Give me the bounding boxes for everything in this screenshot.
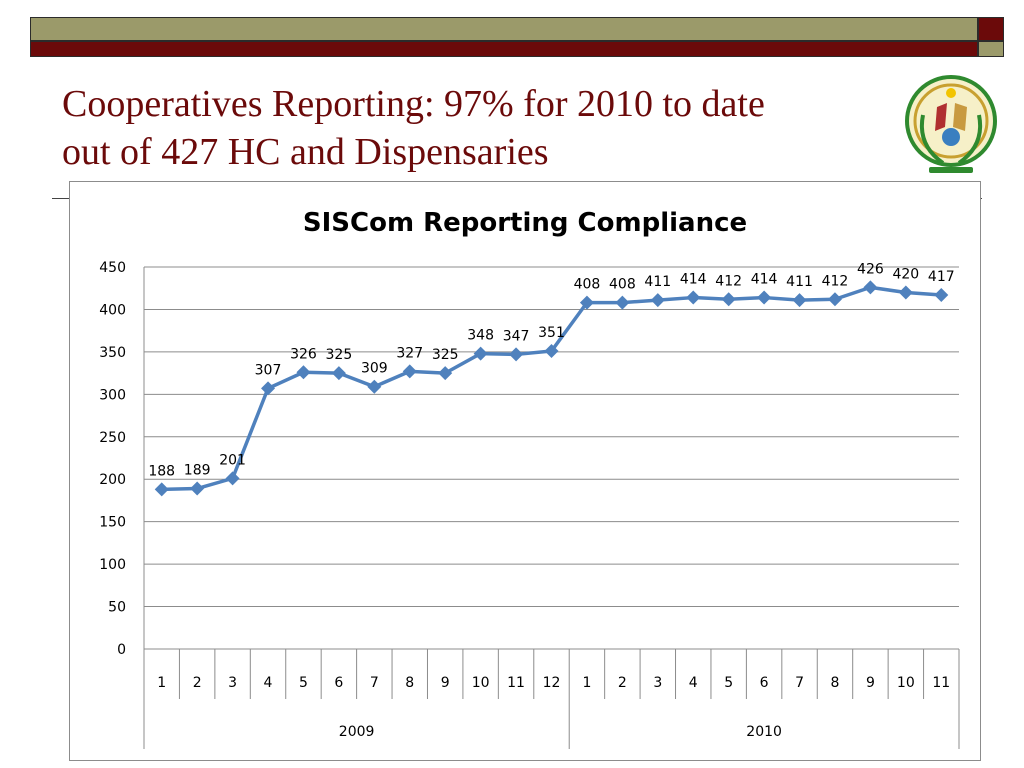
data-label: 347 [503,328,530,344]
header-band-maroon [30,41,978,57]
y-tick-label: 450 [99,260,126,276]
y-tick-label: 350 [99,345,126,361]
x-tick-label: 7 [795,675,804,691]
y-tick-label: 0 [117,642,126,658]
data-point [438,366,453,381]
y-tick-label: 200 [99,472,126,488]
x-tick-label: 5 [724,675,733,691]
data-label: 412 [822,273,849,289]
data-label: 189 [184,463,211,479]
data-label: 348 [467,328,494,344]
data-label: 307 [255,362,282,378]
x-tick-label: 9 [441,675,450,691]
series-line [161,285,942,492]
group-label: 2010 [746,724,782,740]
x-tick-label: 3 [653,675,662,691]
x-tick-label: 5 [299,675,308,691]
x-tick-label: 8 [405,675,414,691]
group-label: 2009 [339,724,375,740]
data-point [509,347,524,362]
slide-title-line2: out of 427 HC and Dispensaries [62,131,549,173]
data-label: 351 [538,325,565,341]
data-label: 327 [396,345,423,361]
data-label: 412 [715,273,742,289]
data-label: 325 [432,347,459,363]
x-tick-label: 8 [831,675,840,691]
data-label: 414 [680,272,707,288]
x-tick-label: 4 [264,675,273,691]
header-band-olive [30,17,978,41]
data-label: 188 [148,463,175,479]
slide-title: Cooperatives Reporting: 97% for 2010 to … [62,80,902,176]
x-tick-label: 6 [334,675,343,691]
x-tick-label: 11 [507,675,525,691]
data-point [721,292,736,307]
x-tick-label: 9 [866,675,875,691]
x-tick-label: 1 [582,675,591,691]
x-tick-label: 11 [932,675,950,691]
data-point [686,290,701,305]
x-tick-label: 3 [228,675,237,691]
x-tick-label: 7 [370,675,379,691]
data-point [898,285,913,300]
data-point [544,344,559,359]
data-point [225,471,240,486]
data-label: 411 [644,274,671,290]
data-point [757,290,772,305]
data-label: 408 [574,277,601,293]
chart-title: SISCom Reporting Compliance [303,208,747,238]
data-label: 417 [928,269,955,285]
chart-container: SISCom Reporting Compliance 0 50 100 150 200… [69,181,981,761]
data-point [331,366,346,381]
data-label: 426 [857,261,884,277]
corner-square-olive [978,41,1004,57]
x-tick-label: 1 [157,675,166,691]
data-label: 408 [609,277,636,293]
y-tick-label: 300 [99,387,126,403]
data-point [154,482,169,497]
data-point [579,295,594,310]
data-label: 325 [326,347,353,363]
data-point [792,293,807,308]
data-point [190,481,205,496]
data-point [367,379,382,394]
data-label: 420 [892,266,919,282]
x-tick-label: 12 [543,675,561,691]
line-chart: SISCom Reporting Compliance 0 50 100 150 200… [99,208,960,749]
data-label: 309 [361,361,388,377]
data-point [934,288,949,303]
data-label: 411 [786,274,813,290]
y-tick-label: 100 [99,557,126,573]
data-label: 201 [219,452,246,468]
corner-square-maroon [978,17,1004,41]
data-label: 414 [751,272,778,288]
x-tick-label: 10 [897,675,915,691]
x-tick-label: 2 [618,675,627,691]
y-tick-label: 150 [99,515,126,531]
data-point [650,293,665,308]
data-point [473,346,488,361]
data-point [827,292,842,307]
data-point [863,280,878,295]
y-tick-label: 250 [99,430,126,446]
data-point [296,365,311,380]
national-emblem-logo [905,75,997,173]
data-point [615,295,630,310]
data-point [261,381,276,396]
slide-title-line1: Cooperatives Reporting: 97% for 2010 to … [62,83,765,125]
y-tick-label: 50 [108,600,126,616]
x-tick-label: 2 [193,675,202,691]
x-tick-label: 10 [472,675,490,691]
data-label: 326 [290,346,317,362]
x-tick-label: 6 [760,675,769,691]
y-tick-label: 400 [99,302,126,318]
data-point [402,364,417,379]
x-tick-label: 4 [689,675,698,691]
